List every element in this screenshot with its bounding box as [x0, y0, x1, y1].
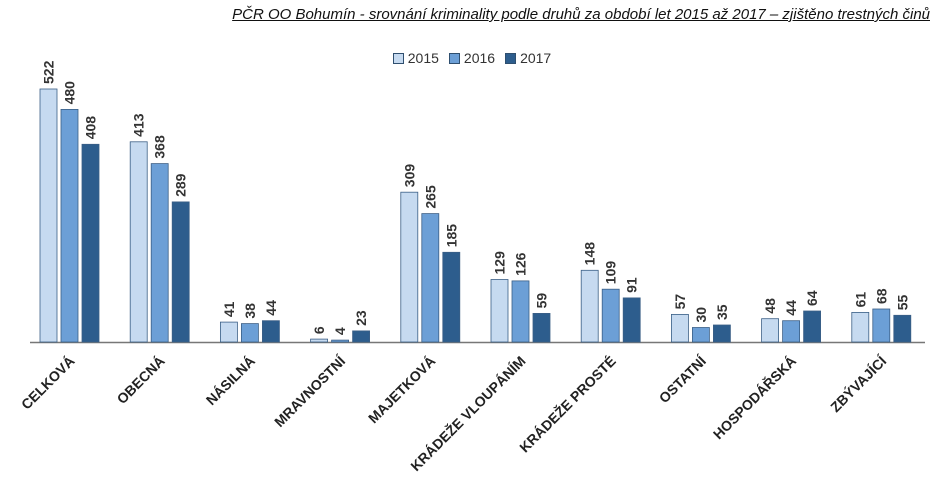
- data-label: 48: [762, 298, 778, 314]
- bar-2016-6: [601, 288, 620, 343]
- x-tick-label: MRAVNOSTNÍ: [271, 352, 349, 430]
- data-label: 44: [263, 300, 279, 316]
- data-label: 23: [353, 310, 369, 326]
- bar-2017-8: [803, 310, 821, 343]
- bar-2017-3: [352, 330, 371, 343]
- x-tick-label: KRÁDEŽE PROSTÉ: [515, 352, 618, 455]
- data-label: 35: [714, 304, 730, 320]
- data-label: 64: [804, 290, 820, 306]
- data-label: 61: [852, 292, 868, 308]
- data-label: 6: [311, 326, 327, 334]
- bar-2015-0: [39, 88, 58, 343]
- bar-2017-9: [893, 314, 912, 343]
- bar-2017-6: [622, 297, 641, 343]
- bar-2017-4: [442, 251, 461, 343]
- x-tick-label: CELKOVÁ: [18, 353, 78, 413]
- data-label: 57: [672, 294, 688, 310]
- bar-2016-1: [150, 163, 169, 343]
- bar-2017-0: [81, 143, 100, 343]
- data-label: 413: [131, 113, 147, 137]
- bar-2015-7: [671, 313, 689, 343]
- data-label: 59: [534, 293, 550, 309]
- data-label: 55: [894, 295, 910, 311]
- bar-2015-9: [851, 311, 870, 343]
- legend-swatch: [392, 52, 404, 64]
- data-label: 265: [422, 185, 438, 209]
- bar-2016-9: [872, 308, 891, 343]
- legend-item-2016: 2016: [448, 50, 496, 66]
- bar-2016-3: [331, 339, 350, 343]
- legend-swatch: [505, 52, 517, 64]
- data-label: 129: [492, 251, 508, 275]
- bar-2016-2: [240, 323, 259, 343]
- bar-2017-1: [171, 201, 190, 343]
- bar-2015-4: [400, 191, 419, 343]
- data-label: 109: [603, 261, 619, 285]
- legend-item-2015: 2015: [392, 50, 439, 66]
- bar-2015-5: [490, 279, 509, 343]
- data-label: 68: [873, 288, 889, 304]
- data-label: 480: [62, 81, 78, 105]
- data-label: 30: [693, 307, 709, 323]
- legend-label: 2015: [407, 50, 439, 66]
- legend-label: 2016: [463, 50, 496, 66]
- data-label: 148: [582, 242, 598, 266]
- bar-2016-5: [511, 280, 530, 343]
- data-label: 309: [401, 164, 417, 188]
- data-label: 91: [624, 277, 640, 293]
- bar-2016-4: [421, 213, 440, 343]
- bar-2016-0: [60, 109, 79, 343]
- data-label: 41: [221, 301, 237, 317]
- bar-2015-6: [580, 269, 599, 343]
- legend: 2015 2016 2017: [0, 50, 944, 67]
- bar-2015-1: [129, 141, 148, 343]
- data-label: 408: [83, 116, 99, 140]
- bar-2017-5: [532, 312, 551, 343]
- x-tick-label: NÁSILNÁ: [203, 353, 258, 408]
- bar-2016-8: [782, 320, 800, 343]
- x-tick-label: HOSPODÁŘSKÁ: [709, 352, 799, 442]
- chart-title: PČR OO Bohumín - srovnání kriminality po…: [232, 6, 930, 23]
- x-tick-label: OBECNÁ: [114, 353, 168, 407]
- x-tick-label: ZBÝVAJÍCÍ: [826, 351, 890, 415]
- bar-2016-7: [692, 327, 710, 343]
- x-tick-label: MAJETKOVÁ: [365, 353, 438, 426]
- bar-2015-2: [219, 321, 238, 343]
- data-label: 44: [783, 300, 799, 316]
- legend-label: 2017: [520, 50, 552, 66]
- legend-item-2017: 2017: [505, 50, 551, 66]
- data-label: 368: [152, 135, 168, 159]
- data-label: 126: [513, 252, 529, 276]
- bar-2015-3: [310, 338, 329, 343]
- data-label: 289: [173, 173, 189, 197]
- data-label: 4: [332, 327, 348, 335]
- x-tick-label: OSTATNÍ: [656, 352, 710, 406]
- data-label: 38: [242, 303, 258, 319]
- bar-2017-7: [713, 324, 731, 343]
- bar-2015-8: [761, 318, 779, 343]
- data-label: 185: [443, 224, 459, 248]
- data-label: 522: [41, 60, 57, 84]
- bar-2017-2: [261, 320, 280, 343]
- legend-swatch: [448, 52, 460, 64]
